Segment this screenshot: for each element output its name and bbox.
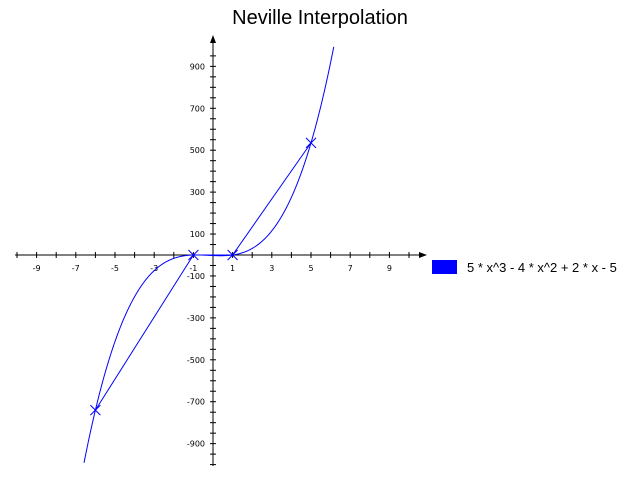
- y-tick-label: 700: [190, 104, 205, 113]
- marker-stroke: [305, 137, 317, 149]
- data-point-marker: [305, 137, 317, 149]
- y-tick-label: 100: [190, 230, 205, 239]
- data-point-marker: [227, 249, 238, 261]
- x-tick-label: 7: [348, 264, 353, 273]
- x-tick-label: 9: [387, 264, 392, 273]
- y-tick-label: 900: [190, 62, 205, 71]
- marker-stroke: [188, 249, 199, 261]
- data-point-marker: [188, 249, 199, 261]
- y-tick-label: -500: [187, 356, 205, 365]
- plot-area: [83, 46, 335, 463]
- legend-swatch: [432, 260, 457, 274]
- x-tick-label: -3: [150, 264, 158, 273]
- legend-label: 5 * x^3 - 4 * x^2 + 2 * x - 5: [467, 260, 617, 275]
- x-tick-label: 1: [230, 264, 235, 273]
- y-tick-label: -100: [187, 272, 205, 281]
- x-axis-arrow: [419, 252, 427, 258]
- y-tick-label: 500: [190, 146, 205, 155]
- data-point-marker: [90, 404, 101, 416]
- y-tick-label: -300: [187, 314, 205, 323]
- chart-title: Neville Interpolation: [232, 7, 408, 29]
- connecting-segment: [232, 142, 312, 256]
- axes: -9 -7 -5 -3 -1 1 3 5 7 9 900 700 500 300 100 -100 -300 -5…: [15, 35, 427, 466]
- x-tick-label: 3: [269, 264, 274, 273]
- legend: 5 * x^3 - 4 * x^2 + 2 * x - 5: [432, 260, 617, 275]
- y-tick-label: 300: [190, 188, 205, 197]
- y-tick-label: -900: [187, 440, 205, 449]
- y-axis-arrow: [210, 35, 216, 43]
- marker-stroke: [90, 404, 101, 416]
- y-tick-label: -700: [187, 398, 205, 407]
- x-tick-label: 5: [308, 264, 313, 273]
- x-tick-label: -1: [189, 264, 197, 273]
- marker-stroke: [227, 249, 238, 261]
- x-tick-label: -7: [72, 264, 80, 273]
- x-tick-label: -5: [111, 264, 119, 273]
- connecting-segment: [94, 254, 194, 411]
- x-tick-label: -9: [33, 264, 41, 273]
